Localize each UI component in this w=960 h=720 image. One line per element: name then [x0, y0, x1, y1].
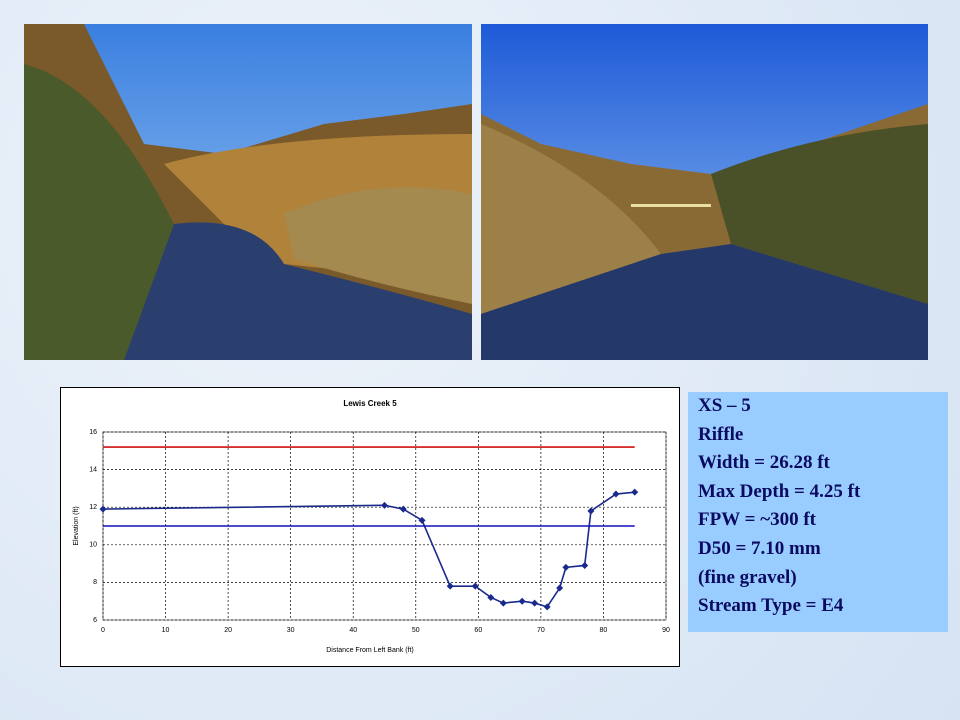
data-point [446, 582, 454, 590]
data-point [556, 584, 564, 592]
chart-title: Lewis Creek 5 [343, 399, 397, 408]
x-axis-label: Distance From Left Bank (ft) [326, 647, 414, 654]
photo-right [481, 24, 928, 360]
data-point [518, 597, 526, 605]
info-line: Max Depth = 4.25 ft [698, 480, 861, 502]
data-point [581, 561, 589, 569]
chart: Lewis Creek 5 Distance From Left Bank (f… [60, 387, 680, 667]
info-line: Width = 26.28 ft [698, 452, 830, 474]
photo-left [24, 24, 472, 360]
y-tick-label: 16 [89, 429, 97, 436]
info-line: XS – 5 [698, 395, 751, 416]
data-point [418, 516, 426, 524]
data-point [471, 582, 479, 590]
data-point [381, 501, 388, 509]
info-line: (fine gravel) [698, 566, 797, 588]
data-point [543, 603, 551, 611]
info-line: Stream Type = E4 [698, 595, 844, 617]
y-tick-label: 12 [89, 504, 97, 511]
info-box: XS – 5 Riffle Width = 26.28 ft Max Depth = … [688, 392, 948, 632]
x-tick-label: 90 [662, 627, 670, 634]
x-tick-label: 40 [349, 627, 357, 634]
data-point [399, 505, 407, 513]
data-point [562, 563, 570, 571]
data-point [631, 488, 639, 496]
y-tick-label: 14 [89, 466, 97, 473]
x-tick-label: 80 [600, 627, 608, 634]
x-tick-label: 70 [537, 627, 545, 634]
x-tick-label: 20 [224, 627, 232, 634]
data-point [99, 505, 107, 513]
info-line: Riffle [698, 423, 744, 445]
x-tick-label: 10 [162, 627, 170, 634]
y-tick-label: 6 [93, 617, 97, 624]
x-tick-label: 60 [474, 627, 482, 634]
x-tick-label: 0 [101, 627, 105, 634]
info-line: FPW = ~300 ft [698, 509, 816, 531]
data-point [487, 593, 495, 601]
data-point [612, 490, 620, 498]
y-tick-label: 10 [89, 542, 97, 549]
y-axis-label: Elevation (ft) [73, 506, 80, 545]
y-tick-label: 8 [93, 579, 97, 586]
x-tick-label: 50 [412, 627, 420, 634]
info-line: D50 = 7.10 mm [698, 537, 821, 559]
x-tick-label: 30 [287, 627, 295, 634]
data-point [531, 599, 539, 607]
data-point [499, 599, 507, 607]
